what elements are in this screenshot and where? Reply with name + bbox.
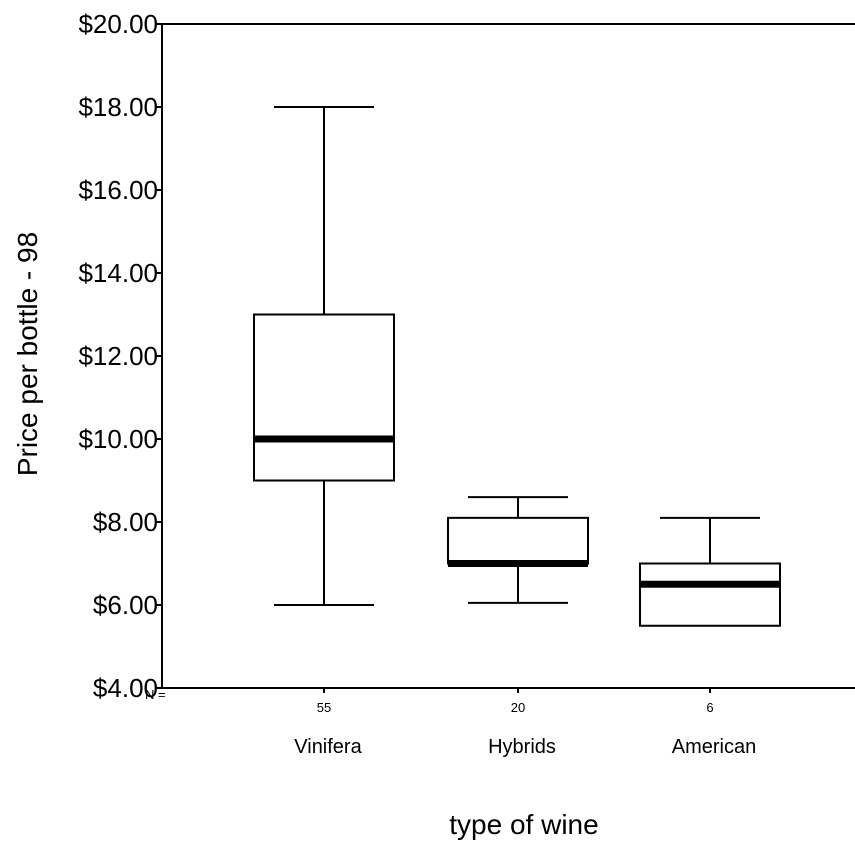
y-tick-label: $4.00 [93,673,158,703]
n-count-label: 6 [706,700,713,715]
iqr-box [447,516,589,565]
box-vinifera [253,106,395,606]
x-axis-title: type of wine [449,809,598,840]
box-american [639,516,781,627]
iqr-box [639,562,781,627]
y-axis-title: Price per bottle - 98 [12,232,43,476]
n-count-label: 55 [317,700,331,715]
y-tick-label: $8.00 [93,507,158,537]
n-prefix-label: N = [145,687,166,702]
category-label: Vinifera [294,736,362,758]
y-tick-label: $18.00 [78,92,158,122]
iqr-box [253,313,395,482]
y-tick-label: $6.00 [93,590,158,620]
box-hybrids [447,496,589,604]
boxes-layer [253,106,781,627]
category-label: Hybrids [488,736,556,758]
y-ticks-layer: $4.00 $6.00 $8.00 $10.00 $12.00 $14.00 $16.00 $… [78,9,162,703]
y-tick-label: $16.00 [78,175,158,205]
category-label: American [672,736,756,758]
y-tick-label: $20.00 [78,9,158,39]
y-tick-label: $12.00 [78,341,158,371]
n-count-label: 20 [511,700,525,715]
y-tick-label: $10.00 [78,424,158,454]
category-labels-layer: 55 Vinifera 20 Hybrids 6 American [294,688,756,758]
y-tick-label: $14.00 [78,258,158,288]
